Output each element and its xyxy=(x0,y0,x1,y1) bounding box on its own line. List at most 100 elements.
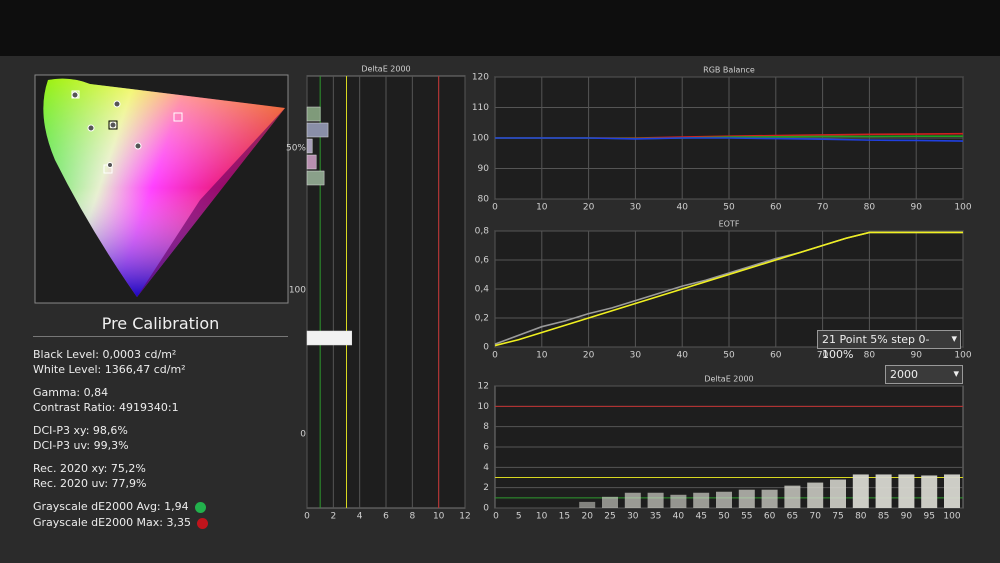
y-tick-label: 10 xyxy=(478,402,490,412)
x-tick-label: 20 xyxy=(581,512,593,522)
x-tick-label: 50 xyxy=(718,512,730,522)
y-tick-label: 0,6 xyxy=(475,256,490,266)
x-tick-label: 75 xyxy=(832,512,843,522)
x-tick-label: 6 xyxy=(383,512,389,522)
x-tick-label: 8 xyxy=(409,512,415,522)
bar xyxy=(852,474,869,508)
x-tick-label: 10 xyxy=(536,351,548,361)
bar xyxy=(693,492,710,508)
x-tick-label: 50 xyxy=(723,351,735,361)
top-band xyxy=(0,0,1000,56)
stat-group: DCI-P3 xy: 98,6% DCI-P3 uv: 99,3% xyxy=(33,423,288,453)
x-tick-label: 30 xyxy=(627,512,639,522)
x-tick-label: 20 xyxy=(583,351,595,361)
bar xyxy=(670,494,687,508)
y-tick-label: 110 xyxy=(472,103,489,113)
grayscale-line: Grayscale dE2000 Avg: 1,94 xyxy=(33,499,288,515)
status-dot xyxy=(194,501,206,513)
bar xyxy=(602,496,618,508)
x-tick-label: 40 xyxy=(676,351,688,361)
y-tick-label: 90 xyxy=(478,164,490,174)
x-tick-label: 0 xyxy=(492,203,498,213)
x-tick-label: 0 xyxy=(304,512,310,522)
cie-purple xyxy=(137,108,285,297)
dropdown[interactable]: 2000 xyxy=(885,365,963,384)
x-tick-label: 45 xyxy=(695,512,706,522)
x-tick-label: 80 xyxy=(855,512,867,522)
bar xyxy=(306,170,325,186)
axis-annotation: 50% xyxy=(286,144,306,154)
x-tick-label: 90 xyxy=(910,203,922,213)
stat-group: Gamma: 0,84 Contrast Ratio: 4919340:1 xyxy=(33,385,288,415)
bar xyxy=(898,474,915,508)
x-tick-label: 40 xyxy=(676,203,688,213)
bar xyxy=(579,501,596,508)
y-tick-label: 100 xyxy=(472,134,489,144)
x-tick-label: 25 xyxy=(604,512,615,522)
chart-title: RGB Balance xyxy=(703,66,755,75)
bar xyxy=(306,138,313,154)
x-tick-label: 30 xyxy=(630,203,642,213)
target-marker xyxy=(173,112,183,122)
y-tick-label: 12 xyxy=(478,382,489,392)
stat-line: Gamma: 0,84 xyxy=(33,386,109,399)
x-tick-label: 90 xyxy=(901,512,913,522)
cie-diagram xyxy=(34,74,289,304)
bar xyxy=(921,475,938,508)
x-tick-label: 4 xyxy=(357,512,363,522)
series-line xyxy=(495,137,964,142)
x-tick-label: 70 xyxy=(809,512,821,522)
x-tick-label: 100 xyxy=(943,512,960,522)
bar xyxy=(738,489,755,508)
stat-line: Contrast Ratio: 4919340:1 xyxy=(33,401,179,414)
x-tick-label: 0 xyxy=(493,512,499,522)
bar xyxy=(807,482,824,508)
x-tick-label: 30 xyxy=(630,351,642,361)
x-tick-label: 10 xyxy=(536,203,548,213)
stat-line: DCI-P3 xy: 98,6% xyxy=(33,424,128,437)
x-tick-label: 80 xyxy=(864,351,876,361)
stat-group: Black Level: 0,0003 cd/m² White Level: 13… xyxy=(33,347,288,377)
grayscale-line: Grayscale dE2000 Max: 3,35 xyxy=(33,515,288,531)
stat-group: Rec. 2020 xy: 75,2% Rec. 2020 uv: 77,9% xyxy=(33,461,288,491)
bar xyxy=(624,492,641,508)
measured-marker xyxy=(107,162,113,168)
x-tick-label: 50 xyxy=(723,203,735,213)
status-dot xyxy=(197,517,208,529)
bar xyxy=(761,489,778,508)
bar xyxy=(306,122,329,138)
x-tick-label: 0 xyxy=(492,351,498,361)
x-tick-label: 80 xyxy=(864,203,876,213)
bar xyxy=(306,154,317,170)
stat-line: Black Level: 0,0003 cd/m² xyxy=(33,348,177,361)
y-tick-label: 0,8 xyxy=(475,227,490,237)
x-tick-label: 40 xyxy=(673,512,685,522)
bar xyxy=(306,330,353,346)
y-tick-label: 8 xyxy=(483,422,489,432)
y-tick-label: 4 xyxy=(483,463,489,473)
x-tick-label: 95 xyxy=(923,512,934,522)
stat-line: Rec. 2020 uv: 77,9% xyxy=(33,477,147,490)
bar xyxy=(647,492,664,508)
measured-marker xyxy=(109,121,117,129)
x-tick-label: 12 xyxy=(459,512,470,522)
target-marker xyxy=(108,120,118,130)
stat-line: Rec. 2020 xy: 75,2% xyxy=(33,462,146,475)
x-tick-label: 90 xyxy=(910,351,922,361)
stat-line: Grayscale dE2000 Avg: 1,94 xyxy=(33,500,189,513)
stat-line: DCI-P3 uv: 99,3% xyxy=(33,439,129,452)
cie-shade xyxy=(43,78,285,298)
x-tick-label: 60 xyxy=(770,351,782,361)
x-tick-label: 15 xyxy=(559,512,570,522)
bar xyxy=(830,479,846,508)
x-tick-label: 10 xyxy=(536,512,548,522)
dropdown[interactable]: 21 Point 5% step 0-100% xyxy=(817,330,961,361)
x-tick-label: 100 xyxy=(954,351,971,361)
measured-marker xyxy=(71,91,79,99)
x-tick-label: 10 xyxy=(433,512,445,522)
y-tick-label: 0 xyxy=(483,504,489,514)
axis-annotation: 100 xyxy=(289,286,306,296)
x-tick-label: 55 xyxy=(741,512,752,522)
bar xyxy=(944,474,960,508)
